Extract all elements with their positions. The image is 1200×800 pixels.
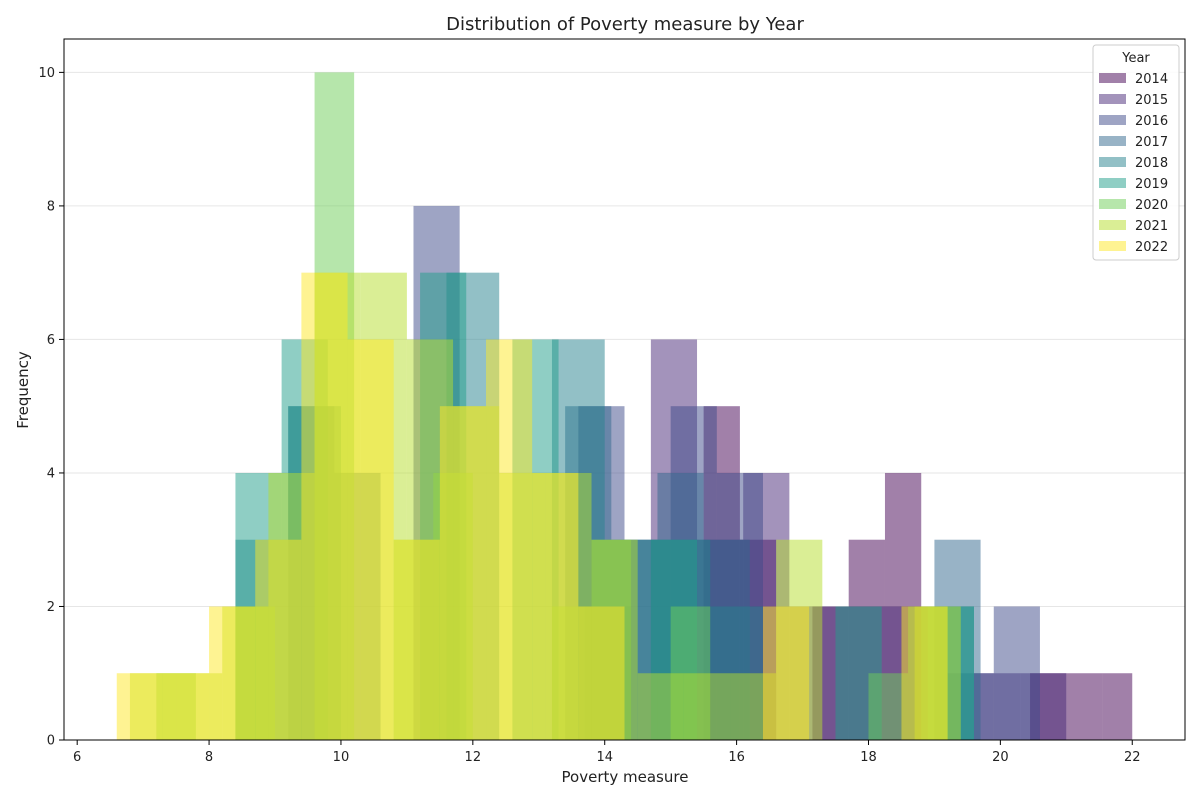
bars-layer [116,72,1133,740]
y-tick-label: 10 [38,66,55,81]
legend-swatch [1099,73,1126,83]
x-tick-label: 8 [205,750,213,765]
legend-items: 2014 2015 2016 2017 2018 2019 2020 2021 2022 [1099,72,1168,255]
x-axis-ticks: 6 8 10 12 14 16 18 20 22 [73,740,1141,765]
legend-swatch [1099,178,1126,188]
legend-swatch [1099,241,1126,251]
legend-swatch [1099,220,1126,230]
legend-item-2019: 2019 [1099,177,1168,192]
histogram-bar [486,339,533,740]
histogram-bar [116,673,163,740]
legend-label: 2019 [1135,177,1168,192]
legend-item-2014: 2014 [1099,72,1168,87]
legend-swatch [1099,199,1126,209]
legend-swatch [1099,94,1126,104]
x-tick-label: 22 [1124,750,1141,765]
x-tick-label: 14 [596,750,613,765]
legend-label: 2016 [1135,114,1168,129]
legend-item-2022: 2022 [1099,240,1168,255]
histogram-bar [1066,673,1103,740]
legend-label: 2020 [1135,198,1168,213]
legend-swatch [1099,136,1126,146]
histogram-bar [162,673,210,740]
legend-label: 2015 [1135,93,1168,108]
histogram-bar [301,272,348,740]
legend-swatch [1099,115,1126,125]
histogram-bar [439,406,487,740]
legend-label: 2021 [1135,219,1168,234]
legend-swatch [1099,157,1126,167]
legend-item-2016: 2016 [1099,114,1168,129]
chart-title: Distribution of Poverty measure by Year [446,14,804,35]
y-axis-ticks: 0 2 4 6 8 10 [38,66,64,749]
legend-label: 2022 [1135,240,1168,255]
histogram-bar [901,606,948,740]
x-tick-label: 10 [333,750,350,765]
legend-label: 2017 [1135,135,1168,150]
x-tick-label: 16 [728,750,745,765]
legend-item-2017: 2017 [1099,135,1168,150]
histogram-bar [1102,673,1133,740]
histogram-bar [578,606,625,740]
y-tick-label: 4 [47,466,55,481]
histogram-bar [255,539,302,740]
x-tick-label: 20 [992,750,1009,765]
histogram-bar [637,673,684,740]
histogram-bar [532,472,579,740]
legend-item-2020: 2020 [1099,198,1168,213]
x-tick-label: 6 [73,750,81,765]
y-tick-label: 0 [47,734,55,749]
series-2022 [116,272,948,740]
histogram-bar [683,673,731,740]
x-axis-label: Poverty measure [562,768,689,786]
plot-frame [63,38,1186,741]
y-tick-label: 8 [47,199,55,214]
y-tick-label: 2 [47,600,55,615]
legend-item-2018: 2018 [1099,156,1168,171]
histogram-bar [347,339,394,740]
legend-label: 2018 [1135,156,1168,171]
legend-item-2021: 2021 [1099,219,1168,234]
x-tick-label: 12 [465,750,482,765]
x-tick-label: 18 [860,750,877,765]
histogram-bar [993,606,1040,740]
legend: Year 2014 2015 2016 2017 2018 2019 2020 2021 202… [1092,44,1180,261]
y-axis-label: Frequency [14,351,32,429]
histogram-bar [762,606,810,740]
y-tick-label: 6 [47,333,55,348]
legend-item-2015: 2015 [1099,93,1168,108]
legend-title: Year [1121,51,1150,66]
legend-label: 2014 [1135,72,1168,87]
histogram-bar [209,606,256,740]
histogram-bar [393,539,440,740]
